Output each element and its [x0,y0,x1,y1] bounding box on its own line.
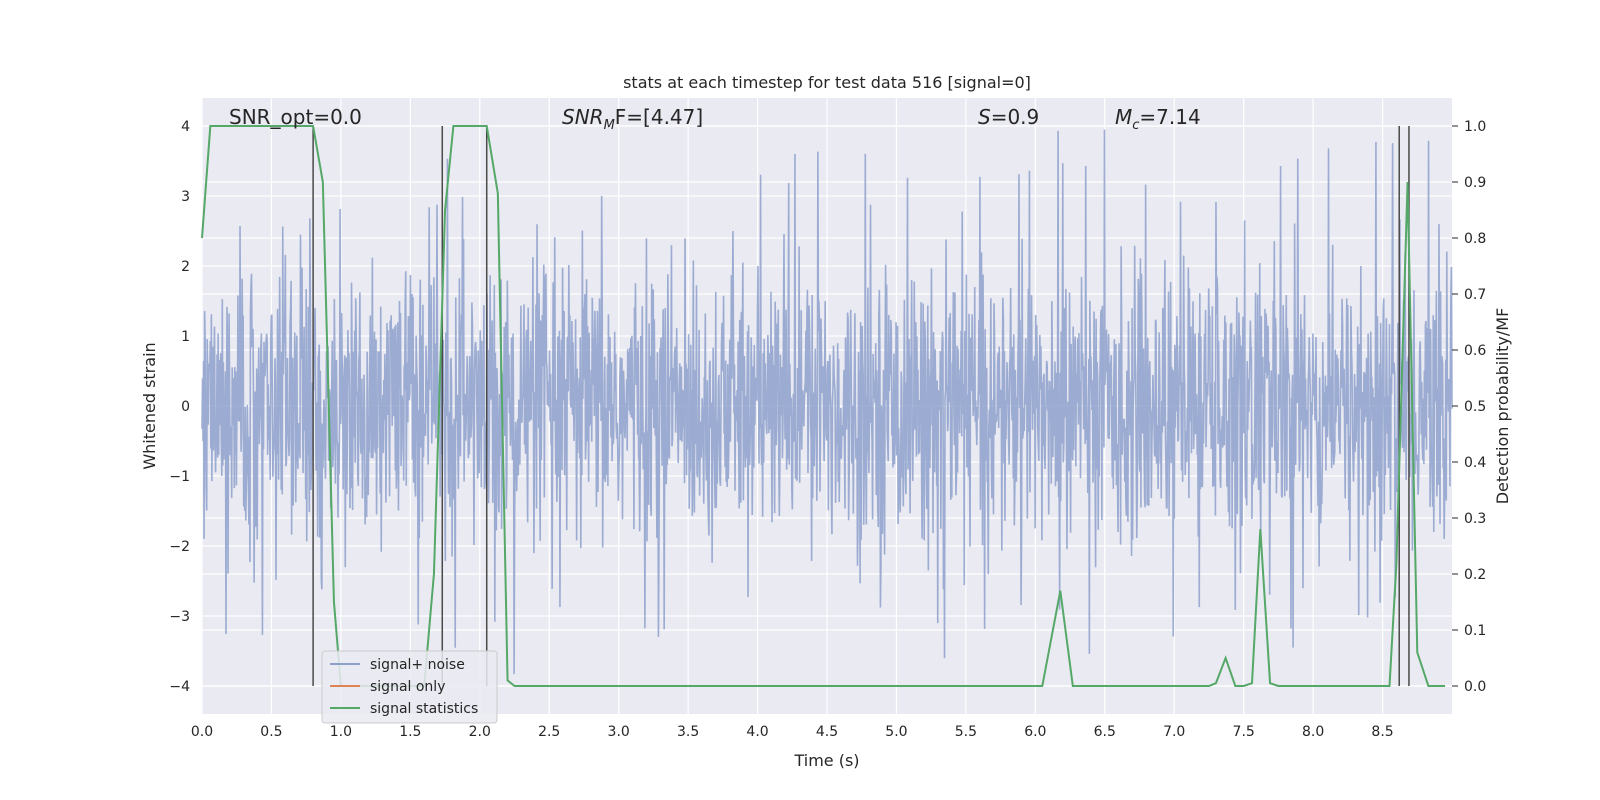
y-tick-label: 0 [181,399,190,415]
y-right-tick-label: 0.7 [1464,287,1486,303]
y-right-tick-label: 0.6 [1464,343,1486,359]
x-tick-label: 8.5 [1371,724,1393,740]
y-tick-label: 1 [181,329,190,345]
annotation-s-rest: =0.9 [991,105,1040,129]
annotation-snr-mf-rest: F=[4.47] [615,105,703,129]
annotation-snr-mf-sub: M [604,118,615,133]
series-line-signal-noise [201,129,1453,675]
annotations: SNR_opt=0.0 SNRMF=[4.47] S=0.9 Mc=7.14 [229,105,1201,133]
y-tick-label: 3 [181,189,190,205]
x-tick-label: 7.0 [1163,724,1185,740]
y-right-tick-label: 0.0 [1464,679,1486,695]
y-right-tick-label: 0.5 [1464,399,1486,415]
annotation-s-base: S [978,105,991,129]
x-tick-label: 4.5 [816,724,838,740]
y-right-tick-label: 0.9 [1464,175,1486,191]
x-tick-label: 6.0 [1024,724,1046,740]
annotation-snr-mf-base: SNR [562,105,604,129]
x-tick-label: 3.5 [677,724,699,740]
y-right-tick-label: 0.2 [1464,567,1486,583]
y-tick-label: −2 [169,539,190,555]
series-line-signal-statistics [201,125,1446,687]
annotation-mc-rest: =7.14 [1139,105,1200,129]
x-tick-label: 4.0 [746,724,768,740]
x-tick-label: 6.5 [1094,724,1116,740]
series-signal-noise [201,129,1453,675]
legend-box [321,650,498,724]
legend-label-signal-statistics: signal statistics [370,701,478,717]
y-right-tick-label: 0.3 [1464,511,1486,527]
y-tick-labels: 4 3 2 1 0 −1 −2 −3 −4 [169,119,190,695]
y-tick-label: 2 [181,259,190,275]
x-tick-label: 0.0 [191,724,213,740]
x-tick-label: 2.5 [538,724,560,740]
annotation-snr-opt: SNR_opt=0.0 [229,105,362,129]
legend: signal+ noise signal only signal statist… [321,650,498,724]
y-right-axis-label: Detection probability/MF [1493,308,1512,505]
y-right-tick-labels: 1.0 0.9 0.8 0.7 0.6 0.5 0.4 0.3 0.2 0.1 0.0 [1452,119,1486,695]
x-tick-label: 1.0 [330,724,352,740]
x-tick-label: 7.5 [1233,724,1255,740]
y-right-tick-label: 0.4 [1464,455,1486,471]
chart-title: stats at each timestep for test data 516… [623,73,1031,92]
y-tick-label: 4 [181,119,190,135]
annotation-mc-value: Mc=7.14 [1115,105,1201,133]
x-tick-label: 8.0 [1302,724,1324,740]
x-tick-label: 3.0 [608,724,630,740]
annotation-s-value: S=0.9 [978,105,1039,129]
x-axis-label: Time (s) [793,751,859,770]
y-right-tick-label: 0.8 [1464,231,1486,247]
y-axis-label: Whitened strain [140,342,159,469]
y-tick-label: −1 [169,469,190,485]
y-tick-label: −4 [169,679,190,695]
legend-label-signal-noise: signal+ noise [370,657,465,673]
annotation-mc-sub: c [1132,118,1139,133]
x-tick-label: 0.5 [260,724,282,740]
y-right-tick-label: 1.0 [1464,119,1486,135]
x-tick-label: 1.5 [399,724,421,740]
y-right-tick-label: 0.1 [1464,623,1486,639]
annotation-mc-base: M [1115,105,1132,129]
x-tick-labels: 0.0 0.5 1.0 1.5 2.0 2.5 3.0 3.5 4.0 4.5 5.0 5.5 6.0 6… [191,724,1394,740]
x-tick-label: 5.0 [885,724,907,740]
series-signal-statistics [201,125,1446,687]
x-tick-label: 5.5 [955,724,977,740]
y-tick-label: −3 [169,609,190,625]
annotation-snr-mf: SNRMF=[4.47] [562,105,703,133]
vertical-lines [312,126,1410,686]
legend-label-signal-only: signal only [370,679,445,695]
x-tick-label: 2.0 [469,724,491,740]
